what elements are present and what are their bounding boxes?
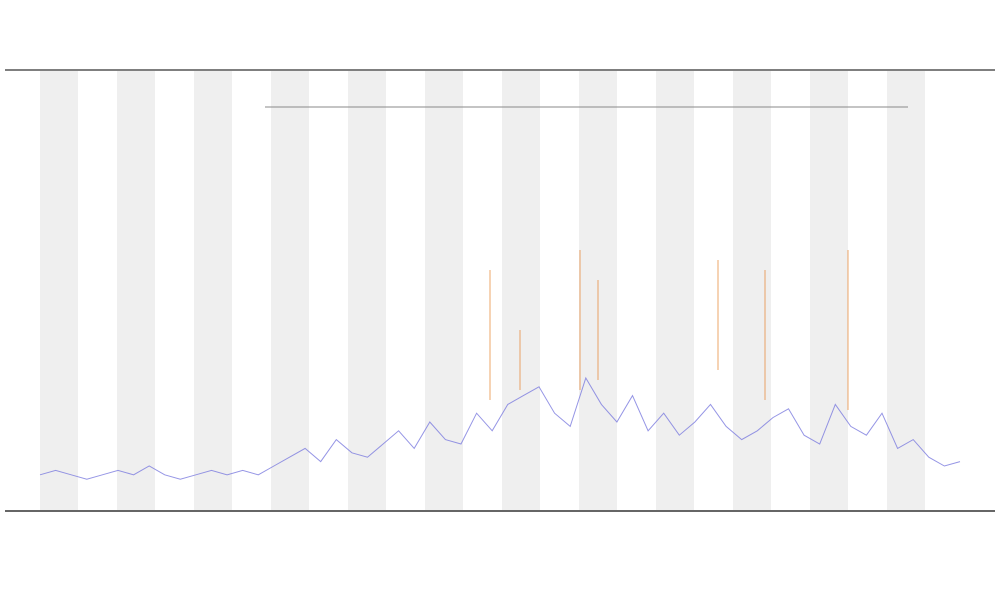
band [502, 71, 540, 510]
band [425, 71, 463, 510]
band [40, 71, 78, 510]
band [656, 71, 694, 510]
background-bands [40, 71, 925, 510]
band [348, 71, 386, 510]
band [887, 71, 925, 510]
band [810, 71, 848, 510]
data-line [39, 376, 961, 480]
band [194, 71, 232, 510]
band [117, 71, 155, 510]
annotation-spikes [489, 250, 849, 410]
band [271, 71, 309, 510]
